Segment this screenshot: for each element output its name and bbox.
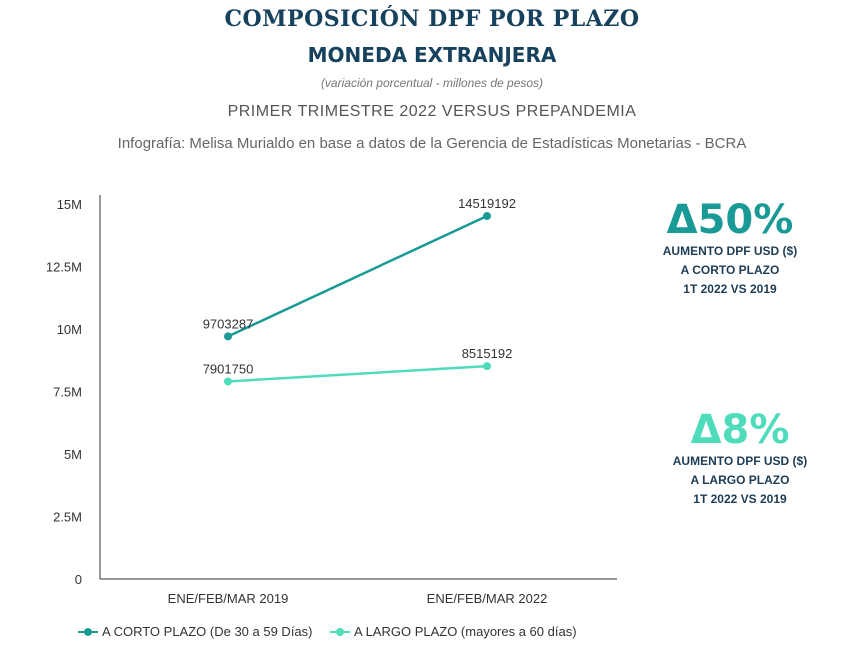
kpi-caption: A CORTO PLAZO [680,263,780,277]
data-label: 8515192 [462,346,513,361]
y-tick-label: 10M [57,322,82,337]
series-line [227,214,488,338]
y-tick-label: 7.5M [53,385,82,400]
source-credit: Infografía: Melisa Murialdo en base a da… [117,135,747,152]
y-tick-label: 12.5M [46,260,82,275]
series-line [227,364,488,383]
y-tick-label: 2.5M [53,510,82,525]
legend-label: A LARGO PLAZO (mayores a 60 días) [354,624,577,639]
legend-item-long[interactable]: A LARGO PLAZO (mayores a 60 días) [330,624,577,639]
data-label: 9703287 [203,316,254,331]
kpi-caption: 1T 2022 VS 2019 [683,282,777,296]
x-tick-label: ENE/FEB/MAR 2019 [168,591,289,606]
period-label: PRIMER TRIMESTRE 2022 VERSUS PREPANDEMIA [227,103,637,120]
kpi-value: Δ8% [690,407,790,453]
y-tick-label: 5M [64,447,82,462]
y-tick-label: 0 [75,572,82,587]
legend-label: A CORTO PLAZO (De 30 a 59 Días) [102,624,313,639]
data-point [483,362,491,371]
data-label: 14519192 [458,196,516,211]
x-tick-label: ENE/FEB/MAR 2022 [427,591,548,606]
kpi-long-term: Δ8% AUMENTO DPF USD ($) A LARGO PLAZO 1T… [655,408,825,509]
units-note: (variación porcentual - millones de peso… [320,76,544,90]
kpi-caption: AUMENTO DPF USD ($) [672,454,808,468]
chart-subtitle: MONEDA EXTRANJERA [307,43,557,67]
kpi-short-term: Δ50% AUMENTO DPF USD ($) A CORTO PLAZO 1… [645,198,815,299]
legend-swatch-icon [330,627,350,636]
kpi-value: Δ50% [666,197,794,243]
chart-title: COMPOSICIÓN DPF POR PLAZO [224,6,640,32]
legend-item-short[interactable]: A CORTO PLAZO (De 30 a 59 Días) [78,624,313,639]
kpi-caption: AUMENTO DPF USD ($) [662,244,798,258]
legend-swatch-icon [78,627,98,636]
kpi-caption: A LARGO PLAZO [690,473,790,487]
data-point [224,332,232,341]
data-point [483,212,491,221]
data-point [224,377,232,386]
data-label: 7901750 [203,361,254,376]
kpi-caption: 1T 2022 VS 2019 [693,492,787,506]
y-tick-label: 15M [57,197,82,212]
